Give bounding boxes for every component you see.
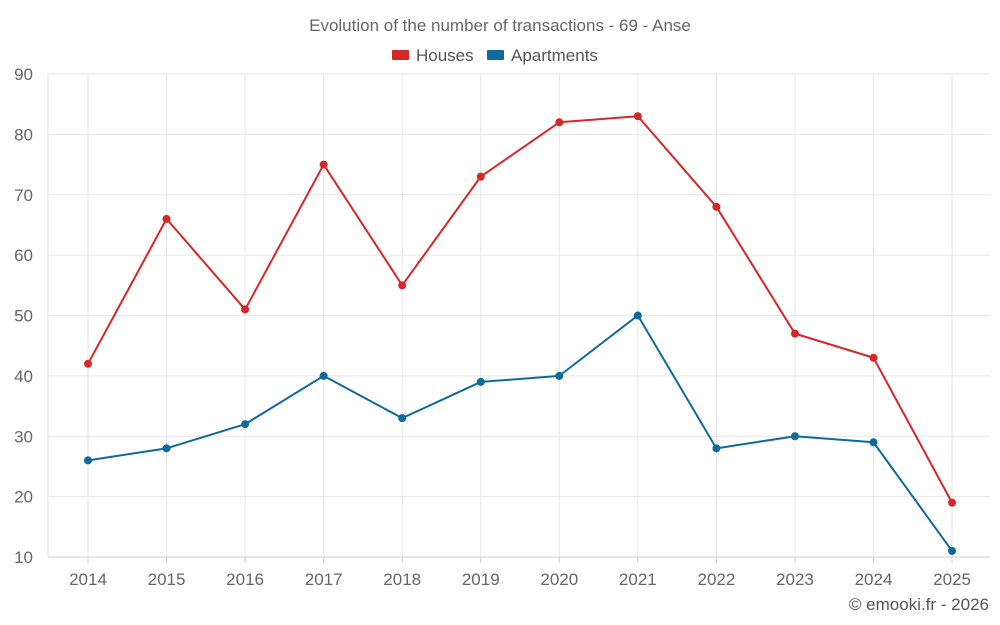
x-tick-label: 2015 [148,570,186,589]
y-tick-label: 70 [14,186,33,205]
x-axis: 2014 2015 2016 2017 2018 2019 2020 2021 2022 2023… [69,570,971,589]
y-tick-label: 10 [14,548,33,567]
x-tick-label: 2018 [383,570,421,589]
x-tick-label: 2020 [540,570,578,589]
data-point-apartments-2023[interactable] [790,432,799,441]
data-point-houses-2024[interactable] [869,353,878,362]
data-point-apartments-2017[interactable] [319,371,328,380]
series-line-apartments [87,314,953,552]
data-point-houses-2025[interactable] [948,498,957,507]
data-point-apartments-2021[interactable] [633,311,642,320]
series-apartments [84,311,957,555]
y-tick-label: 30 [14,427,33,446]
y-tick-label: 40 [14,367,33,386]
y-tick-label: 90 [14,65,33,84]
data-point-apartments-2020[interactable] [555,371,564,380]
legend-swatch-apartments[interactable] [487,50,504,60]
data-point-houses-2021[interactable] [633,112,642,121]
legend-swatch-houses[interactable] [392,50,409,60]
data-point-houses-2014[interactable] [84,359,92,368]
data-point-apartments-2015[interactable] [162,444,171,453]
x-tick-label: 2023 [776,570,814,589]
y-tick-label: 20 [14,488,33,507]
x-tick-label: 2017 [305,570,343,589]
y-gridlines [47,73,990,558]
data-point-houses-2017[interactable] [319,160,328,169]
data-point-houses-2020[interactable] [555,118,564,127]
data-point-apartments-2018[interactable] [398,414,407,423]
series-layer [84,112,957,555]
x-tick-label: 2016 [226,570,264,589]
legend-label-houses[interactable]: Houses [416,46,474,65]
data-point-apartments-2016[interactable] [241,420,250,429]
data-point-houses-2019[interactable] [476,172,485,181]
y-axis: 10 20 30 40 50 60 70 80 90 [14,65,33,567]
x-tick-label: 2024 [855,570,893,589]
data-point-houses-2015[interactable] [162,214,171,223]
data-point-houses-2016[interactable] [241,305,250,314]
data-point-apartments-2019[interactable] [476,377,485,386]
y-tick-label: 60 [14,246,33,265]
footer-credit: © emooki.fr - 2026 [849,595,989,614]
data-point-apartments-2025[interactable] [948,546,957,555]
chart-title: Evolution of the number of transactions … [309,16,691,35]
x-tick-label: 2025 [933,570,971,589]
x-tick-label: 2021 [619,570,657,589]
series-houses [84,112,957,507]
legend-label-apartments[interactable]: Apartments [511,46,598,65]
x-tick-label: 2019 [462,570,500,589]
legend: Houses Apartments [392,46,598,65]
x-gridlines [87,74,953,563]
data-point-apartments-2022[interactable] [712,444,721,453]
series-line-houses [87,115,953,504]
data-point-apartments-2014[interactable] [84,456,92,465]
y-tick-label: 80 [14,125,33,144]
data-point-houses-2023[interactable] [790,329,799,338]
x-tick-label: 2022 [697,570,735,589]
data-point-apartments-2024[interactable] [869,438,878,447]
data-point-houses-2018[interactable] [398,281,407,290]
x-tick-label: 2014 [69,570,107,589]
y-tick-label: 50 [14,307,33,326]
data-point-houses-2022[interactable] [712,202,721,211]
